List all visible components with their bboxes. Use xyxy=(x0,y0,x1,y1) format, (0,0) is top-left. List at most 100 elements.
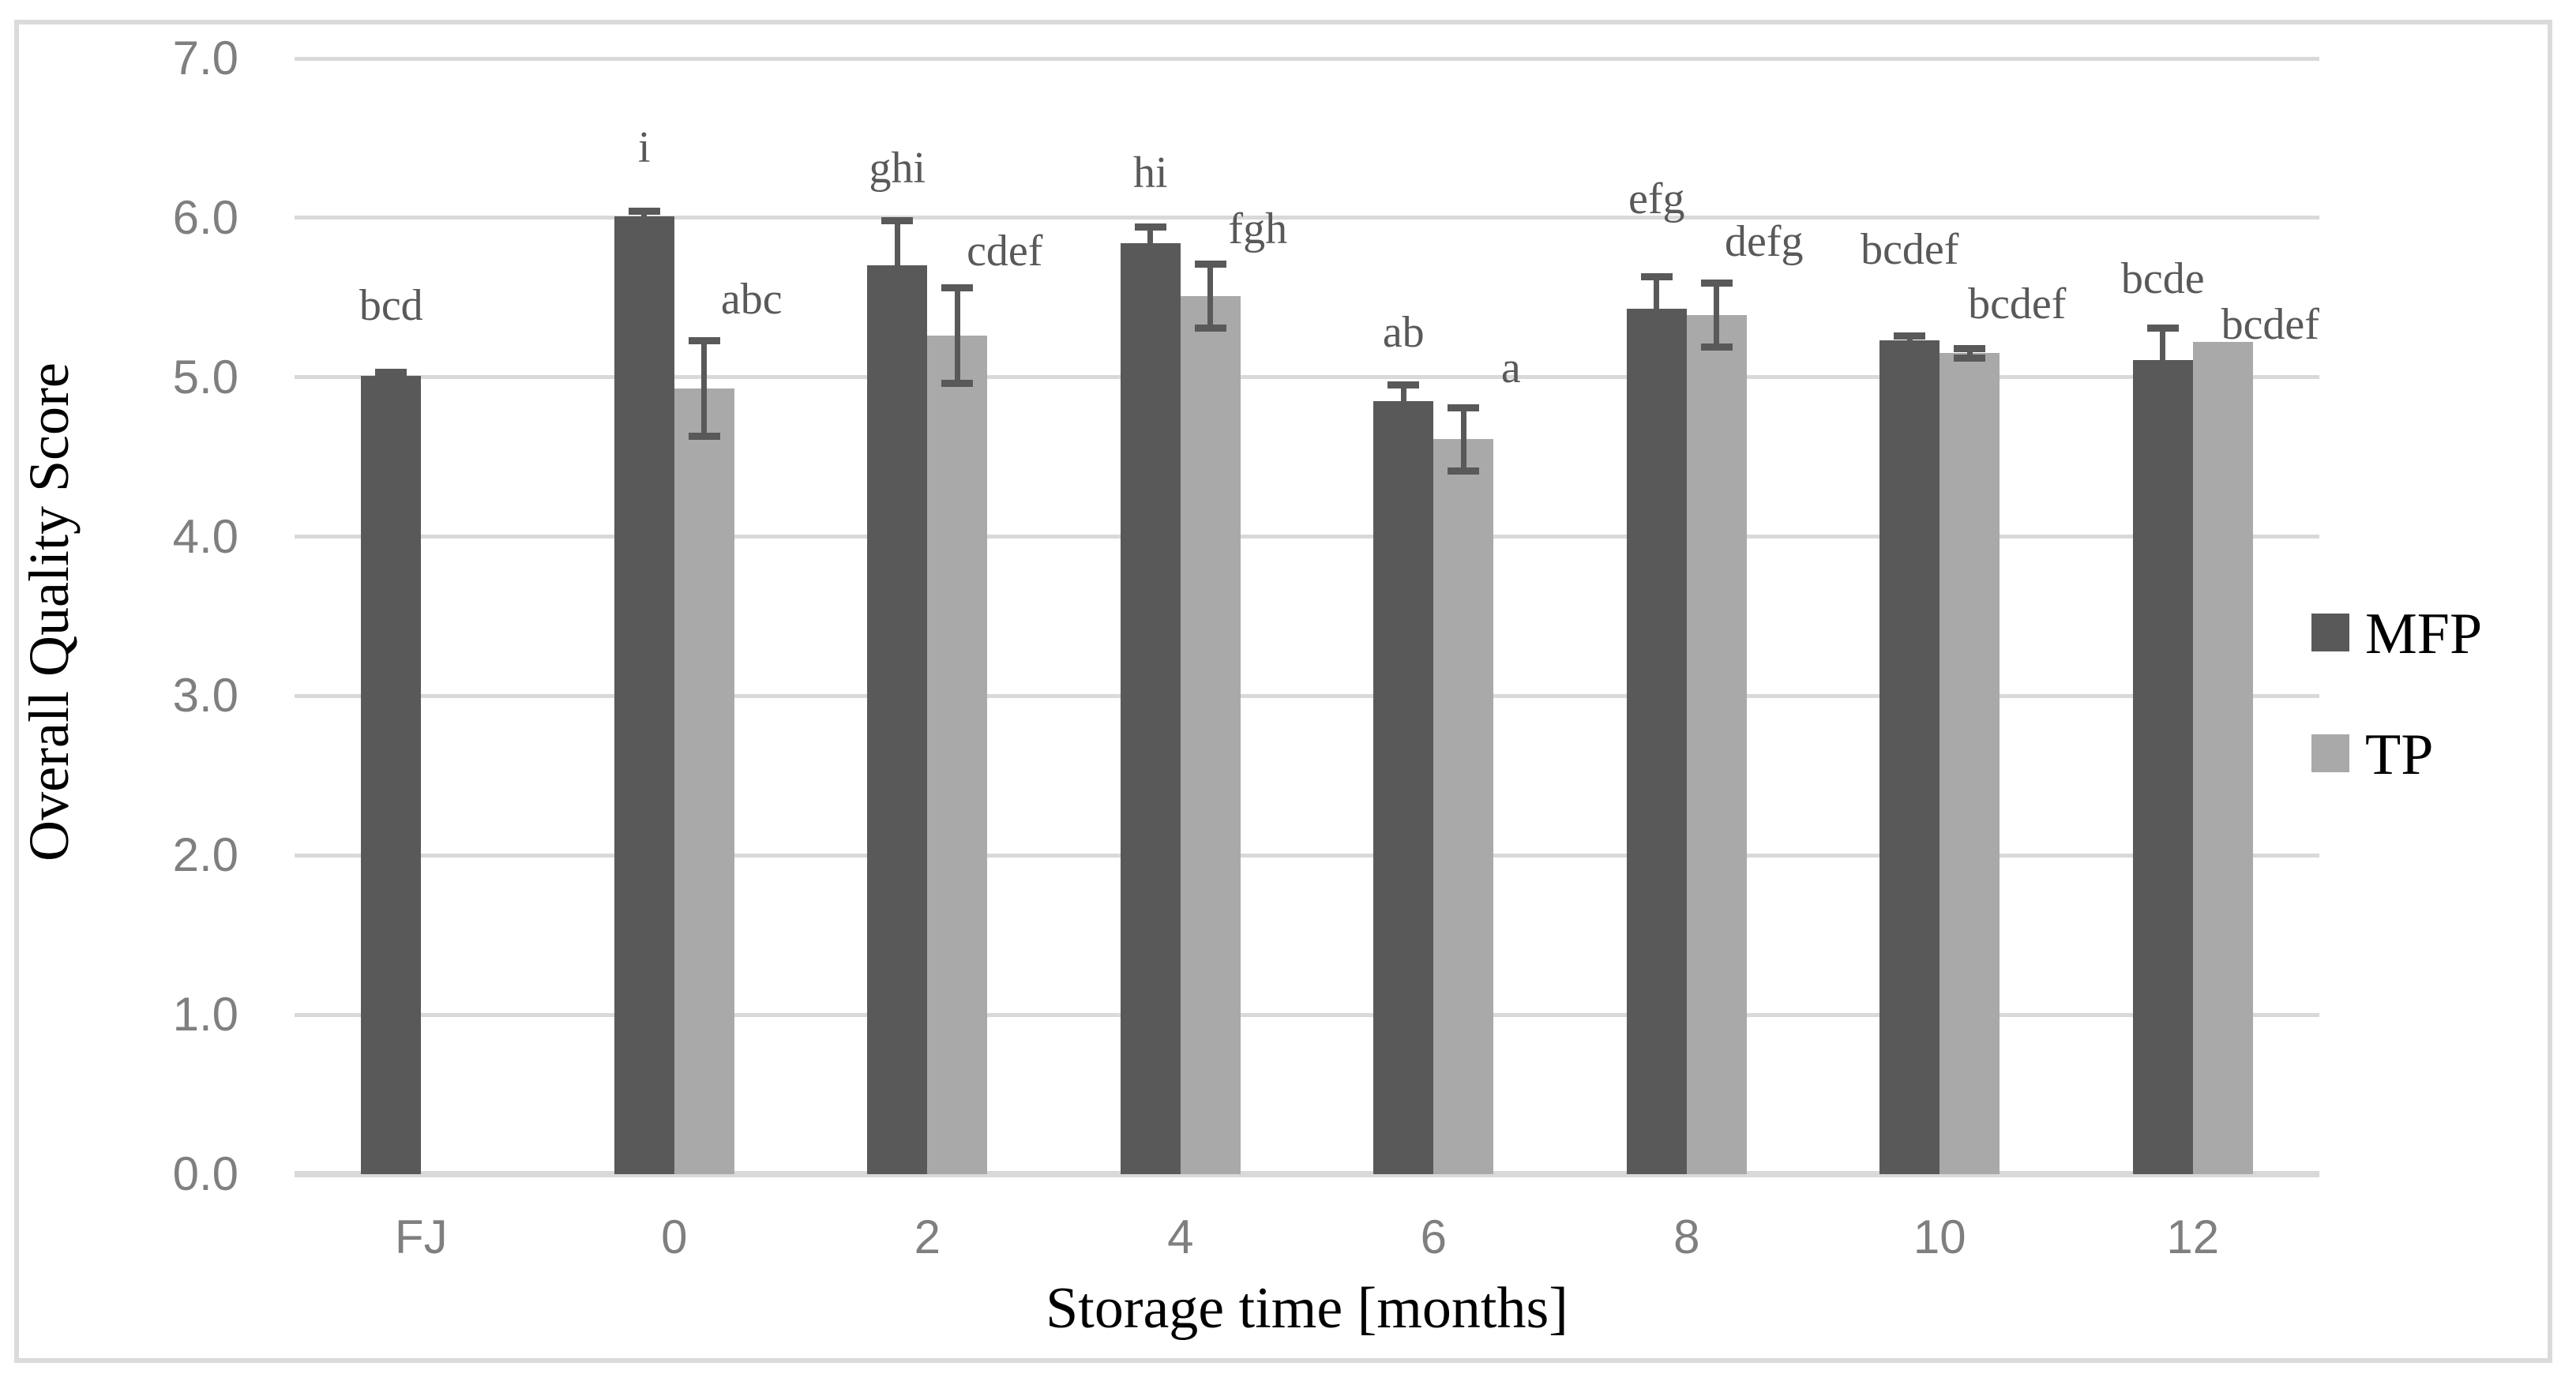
x-tick-label: 6 xyxy=(1420,1210,1447,1263)
significance-letter: defg xyxy=(1724,217,1804,267)
error-bar-cap xyxy=(1134,223,1166,231)
y-tick-label: 3.0 xyxy=(172,669,238,723)
significance-letter: fgh xyxy=(1228,204,1288,253)
gridline xyxy=(295,216,2319,220)
error-bar-cap xyxy=(1700,343,1733,351)
error-bar-cap xyxy=(1194,260,1226,268)
x-tick-label: 4 xyxy=(1167,1210,1194,1263)
bar-tp xyxy=(1433,439,1494,1174)
bar-mfp xyxy=(1120,243,1181,1174)
legend-label-mfp: MFP xyxy=(2365,602,2483,666)
bar-mfp xyxy=(1626,308,1687,1174)
gridline xyxy=(295,56,2319,61)
error-bar-line xyxy=(894,220,900,310)
error-bar-cap xyxy=(688,336,720,344)
error-bar-cap xyxy=(881,306,914,314)
y-tick-label: 1.0 xyxy=(172,988,238,1042)
significance-letter: abc xyxy=(720,274,783,324)
error-bar-cap xyxy=(941,284,974,292)
y-tick-label: 0.0 xyxy=(172,1147,238,1200)
gridline xyxy=(295,375,2319,380)
error-bar-cap xyxy=(375,375,407,383)
gridline xyxy=(295,853,2319,858)
significance-letter: bcd xyxy=(359,280,423,330)
error-bar-line xyxy=(1906,336,1913,346)
x-tick-label: 2 xyxy=(914,1210,941,1263)
error-bar-cap xyxy=(1700,280,1733,287)
y-tick-label: 7.0 xyxy=(172,32,238,84)
error-bar-line xyxy=(1654,276,1660,341)
error-bar-cap xyxy=(375,369,407,377)
error-bar-cap xyxy=(1894,332,1926,340)
error-bar-cap xyxy=(1640,336,1673,344)
y-tick-label: 2.0 xyxy=(172,828,238,882)
bar-mfp xyxy=(2132,359,2193,1174)
bar-tp xyxy=(2192,342,2253,1174)
error-bar-cap xyxy=(941,380,974,388)
legend-label-tp: TP xyxy=(2365,723,2434,787)
error-bar-line xyxy=(1400,385,1406,418)
significance-letter: bcdef xyxy=(2221,300,2319,350)
gridline xyxy=(295,693,2319,698)
error-bar-cap xyxy=(1134,255,1166,263)
legend-swatch-mfp xyxy=(2311,614,2349,651)
y-tick-label: 4.0 xyxy=(172,509,238,563)
x-tick-label: FJ xyxy=(394,1210,448,1263)
x-axis-title: Storage time [months] xyxy=(1046,1276,1568,1341)
gridline xyxy=(295,535,2319,539)
error-bar-cap xyxy=(1954,344,1986,352)
bar-tp xyxy=(1940,353,2000,1174)
significance-letter: bcdef xyxy=(1968,279,2067,328)
bar-mfp xyxy=(361,375,422,1174)
error-bar-cap xyxy=(1448,403,1480,411)
error-bar-cap xyxy=(1954,354,1986,362)
x-tick-label: 8 xyxy=(1673,1210,1700,1263)
significance-letter: bcde xyxy=(2120,253,2205,303)
bar-mfp xyxy=(1373,400,1434,1174)
bar-tp xyxy=(1686,314,1747,1174)
y-tick-label: 5.0 xyxy=(172,350,238,403)
x-tick-label: 12 xyxy=(2166,1210,2220,1263)
error-bar-cap xyxy=(2146,324,2179,332)
error-bar-cap xyxy=(2146,388,2179,396)
error-bar-line xyxy=(1714,283,1720,347)
y-axis-title: Overall Quality Score xyxy=(17,362,81,861)
error-bar-cap xyxy=(1640,273,1673,281)
x-tick-label: 0 xyxy=(661,1210,688,1263)
significance-letter: ghi xyxy=(869,144,926,193)
error-bar-line xyxy=(701,340,708,437)
error-bar-cap xyxy=(1448,467,1480,475)
gridline xyxy=(295,1012,2319,1017)
bar-tp xyxy=(927,336,988,1174)
significance-letter: a xyxy=(1500,343,1521,392)
bar-mfp xyxy=(867,265,928,1174)
significance-letter: hi xyxy=(1132,148,1168,198)
x-tick-label: 10 xyxy=(1913,1210,1966,1263)
figure-border xyxy=(14,20,2552,1363)
error-bar-line xyxy=(1460,407,1466,471)
error-bar-cap xyxy=(881,217,914,225)
x-axis-line xyxy=(295,1171,2319,1177)
error-bar-line xyxy=(1207,264,1214,328)
error-bar-line xyxy=(954,287,960,384)
bar-mfp xyxy=(614,216,674,1174)
error-bar-line xyxy=(2160,328,2166,392)
error-bar-cap xyxy=(1388,413,1420,421)
error-bar-cap xyxy=(628,208,660,216)
legend-swatch-tp xyxy=(2311,734,2349,772)
significance-letter: bcdef xyxy=(1861,225,1959,275)
significance-letter: efg xyxy=(1628,174,1685,223)
y-tick-label: 6.0 xyxy=(172,190,238,244)
significance-letter: cdef xyxy=(967,227,1043,276)
error-bar-cap xyxy=(1388,381,1420,389)
bar-tp xyxy=(674,388,734,1174)
significance-letter: ab xyxy=(1382,308,1425,358)
error-bar-cap xyxy=(1894,341,1926,349)
bar-tp xyxy=(1180,295,1241,1174)
error-bar-cap xyxy=(688,432,720,440)
significance-letter: i xyxy=(637,123,651,173)
error-bar-cap xyxy=(1194,324,1226,332)
error-bar-line xyxy=(1966,348,1973,358)
error-bar-cap xyxy=(628,217,660,225)
